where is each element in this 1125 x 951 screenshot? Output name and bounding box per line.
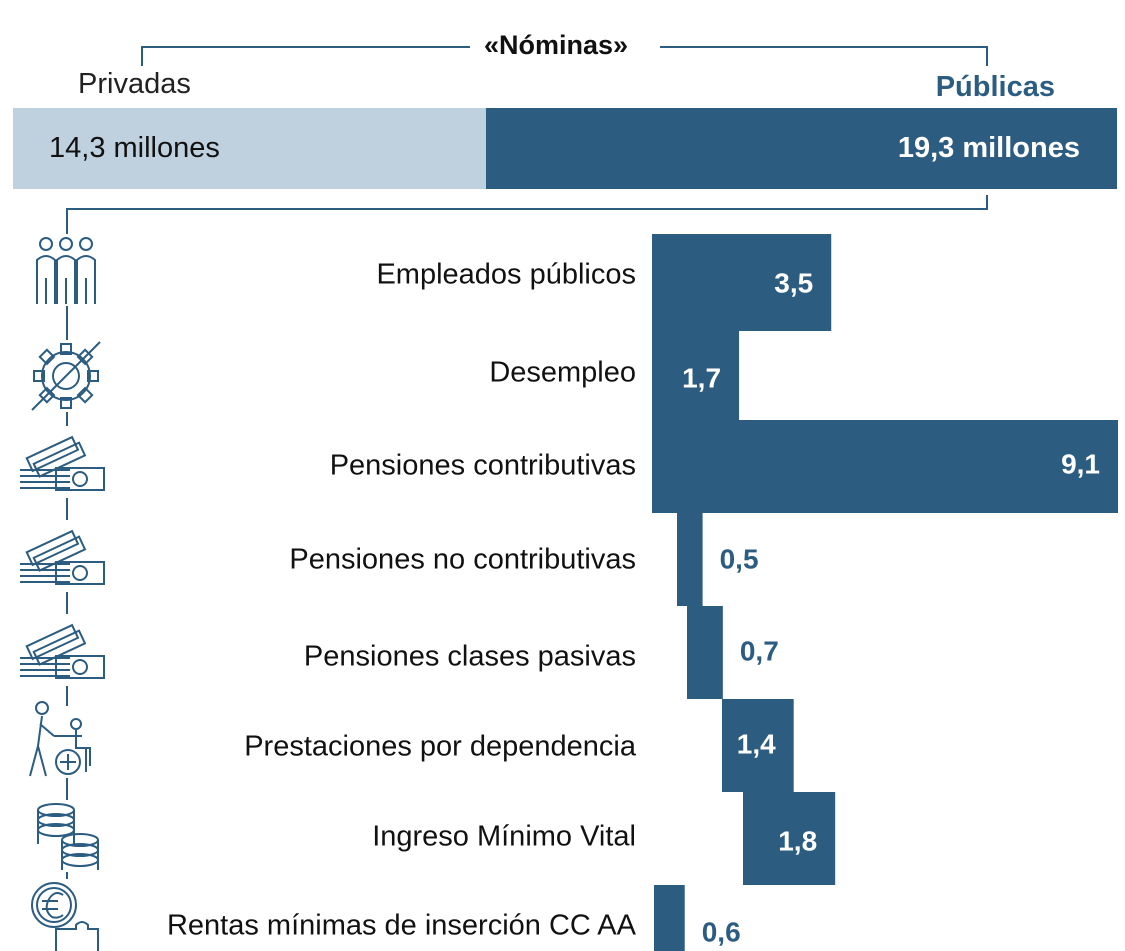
bar-4 — [677, 513, 703, 606]
bar-2 — [652, 331, 740, 420]
people-icon — [28, 234, 104, 306]
gear-icon — [28, 340, 104, 412]
public-payrolls-value: 19,3 millones — [897, 132, 1080, 164]
category-label: Empleados públicos — [376, 259, 636, 291]
chart-title: «Nóminas» — [484, 30, 629, 60]
public-payrolls-bar: 19,3 millones — [486, 108, 1117, 189]
private-payrolls-bar: 14,3 millones — [13, 108, 486, 189]
private-label: Privadas — [78, 68, 191, 100]
banknotes-icon — [20, 520, 105, 592]
category-label: Prestaciones por dependencia — [244, 731, 637, 763]
value-label: 0,5 — [720, 543, 759, 574]
bar-6 — [722, 699, 794, 792]
bar-1 — [652, 234, 832, 331]
value-label: 3,5 — [774, 267, 813, 298]
bar-7 — [743, 792, 836, 885]
title-bracket-line — [141, 46, 988, 66]
value-label: 1,7 — [682, 362, 721, 393]
category-label: Ingreso Mínimo Vital — [372, 821, 636, 853]
value-label: 0,6 — [702, 916, 741, 947]
bar-8 — [654, 885, 685, 951]
category-label: Pensiones no contributivas — [289, 544, 636, 576]
wheelchair-icon — [28, 701, 104, 778]
value-label: 9,1 — [1061, 448, 1100, 479]
value-label: 1,4 — [737, 728, 776, 759]
coin-stack-icon — [28, 800, 104, 872]
private-payrolls-value: 14,3 millones — [49, 132, 220, 164]
euro-puzzle-icon — [28, 879, 104, 951]
category-label: Desempleo — [489, 357, 636, 389]
public-label: Públicas — [935, 71, 1055, 103]
category-label: Pensiones contributivas — [330, 450, 636, 482]
banknotes-icon — [20, 426, 105, 498]
category-label: Rentas mínimas de inserción CC AA — [167, 910, 637, 942]
bar-3 — [652, 420, 1118, 513]
value-label: 0,7 — [740, 635, 779, 666]
category-label: Pensiones clases pasivas — [304, 641, 636, 673]
bar-5 — [687, 606, 723, 699]
banknotes-icon — [20, 614, 105, 686]
value-label: 1,8 — [778, 825, 817, 856]
